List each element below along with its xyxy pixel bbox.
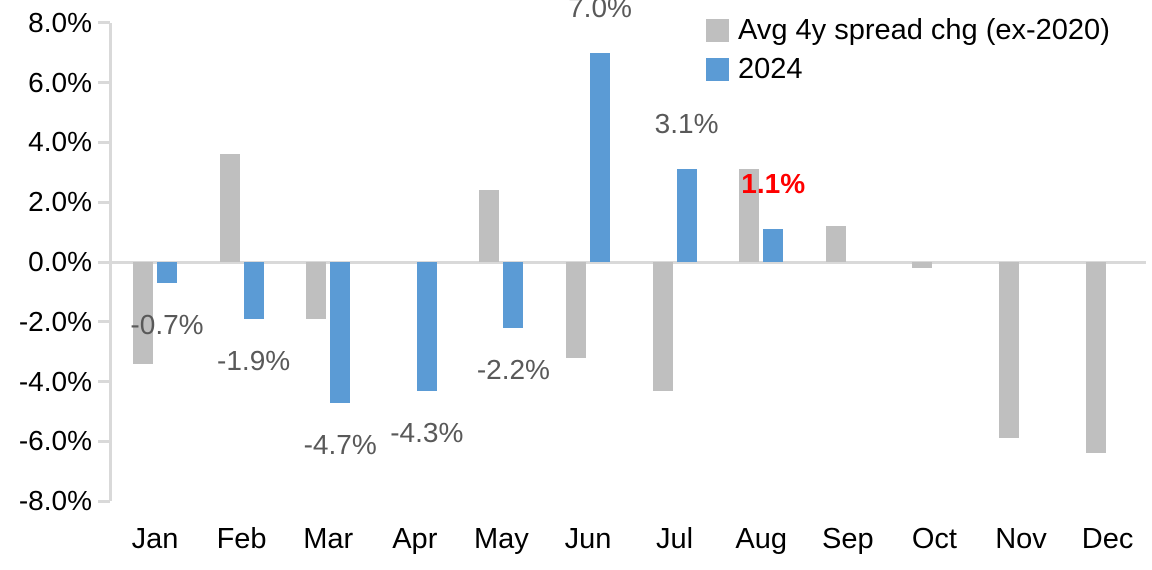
bar-avg-4y-jun <box>566 262 586 358</box>
bar-avg-4y-aug <box>739 169 760 262</box>
x-axis-label-apr: Apr <box>392 523 438 555</box>
y-axis-label-0: 0.0% <box>28 246 92 277</box>
y-axis-tick--8 <box>98 499 110 503</box>
bar-2024-jul <box>676 169 697 262</box>
bar-avg-4y-mar <box>306 262 327 319</box>
bar-2024-feb <box>243 262 264 319</box>
data-label-jan: -0.7% <box>130 308 204 340</box>
y-axis-label--2: -2.0% <box>18 305 92 337</box>
y-axis-tick-0 <box>98 260 110 264</box>
legend-item-avg-4y-spread: Avg 4y spread chg (ex-2020) <box>706 14 1110 46</box>
data-label-mar: -4.7% <box>303 428 377 460</box>
y-axis-tick--4 <box>98 380 110 384</box>
y-axis-tick-2 <box>98 200 110 204</box>
legend-swatch-gray-icon <box>706 18 729 42</box>
y-axis-label-8: 8.0% <box>28 6 92 38</box>
data-label-feb: -1.9% <box>217 344 291 376</box>
x-axis-label-oct: Oct <box>911 523 957 555</box>
bar-avg-4y-sep <box>825 226 846 262</box>
y-axis-label-2: 2.0% <box>28 186 92 218</box>
bar-avg-4y-nov <box>999 262 1019 439</box>
y-axis-label--6: -6.0% <box>18 425 92 457</box>
bar-2024-may <box>503 262 524 328</box>
x-axis-label-mar: Mar <box>303 523 354 555</box>
x-axis-label-may: May <box>473 523 529 555</box>
y-axis-label-4: 4.0% <box>28 126 92 158</box>
bar-avg-4y-jan <box>133 262 153 364</box>
x-axis-label-dec: Dec <box>1081 523 1134 555</box>
x-axis-label-jul: Jul <box>656 523 694 555</box>
bar-avg-4y-may <box>479 190 500 262</box>
bar-avg-4y-dec <box>1085 262 1106 454</box>
bar-avg-4y-feb <box>219 154 240 262</box>
bar-2024-jan <box>157 262 177 283</box>
zero-gridline <box>109 260 1146 264</box>
y-axis-tick--6 <box>98 439 110 443</box>
bar-2024-aug <box>763 229 784 262</box>
bar-2024-jun <box>590 52 610 262</box>
x-axis-label-feb: Feb <box>216 523 267 555</box>
y-axis-tick-4 <box>98 140 110 144</box>
y-axis-tick--2 <box>98 320 110 324</box>
y-axis-tick-6 <box>98 81 110 85</box>
bar-avg-4y-jul <box>652 262 673 391</box>
x-axis-label-aug: Aug <box>735 523 787 555</box>
legend-label-avg-4y-spread: Avg 4y spread chg (ex-2020) <box>738 13 1110 46</box>
data-label-jul: 3.1% <box>654 108 719 140</box>
data-label-jun: 7.0% <box>568 0 632 23</box>
x-axis-label-jun: Jun <box>564 523 612 555</box>
data-label-apr: -4.3% <box>390 416 464 448</box>
data-label-may: -2.2% <box>476 353 550 385</box>
x-axis-label-nov: Nov <box>995 523 1047 555</box>
bar-2024-apr <box>416 262 437 391</box>
data-label-aug: 1.1% <box>741 168 806 200</box>
bar-2024-mar <box>330 262 351 403</box>
legend-label-2024: 2024 <box>738 52 803 85</box>
y-axis-label--4: -4.0% <box>18 365 92 397</box>
x-axis-label-sep: Sep <box>821 523 874 555</box>
x-axis-label-jan: Jan <box>131 523 179 555</box>
bar-avg-4y-oct <box>912 262 933 268</box>
y-axis-label-6: 6.0% <box>28 66 92 98</box>
y-axis-label--8: -8.0% <box>18 485 92 517</box>
legend: Avg 4y spread chg (ex-2020) 2024 <box>706 14 1110 92</box>
y-axis-tick-8 <box>98 21 110 25</box>
legend-swatch-blue-icon <box>706 57 729 81</box>
legend-item-2024: 2024 <box>706 53 1110 85</box>
